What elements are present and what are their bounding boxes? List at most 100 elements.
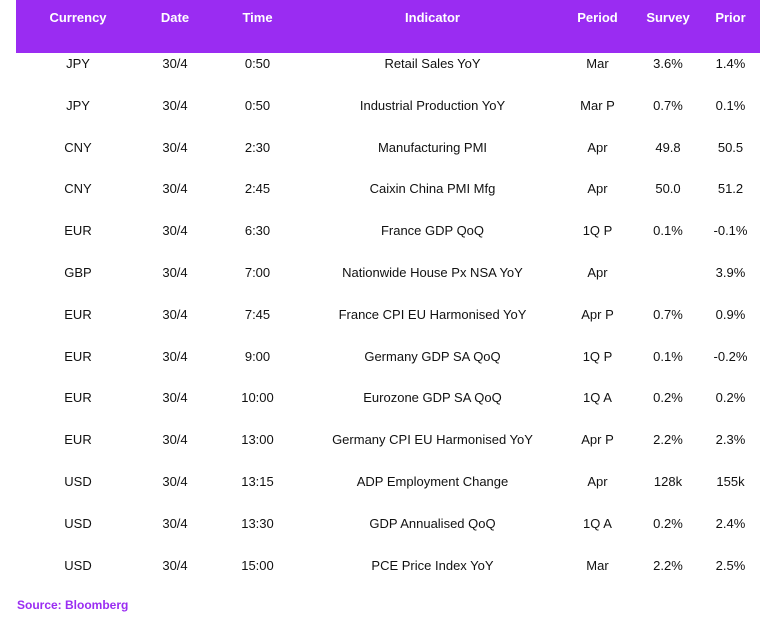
survey-cell: 3.6% [653,56,683,71]
prior-cell: 155k [716,473,745,489]
indicator-cell: France GDP QoQ [380,223,485,239]
survey-cell: 0.2% [653,515,683,531]
date-cell: 30/4 [162,557,188,573]
currency-cell: GBP [64,264,92,280]
table-row: USD 30/4 13:30 GDP Annualised QoQ 1Q A 0.2% 2.… [16,513,760,555]
date-cell: 30/4 [162,390,188,406]
period-cell: Apr P [581,306,614,322]
date-cell: 30/4 [162,432,188,448]
currency-cell: JPY [66,56,90,71]
prior-cell: -0.2% [713,348,748,364]
column-header-time: Time [242,10,273,25]
time-cell: 0:50 [244,97,271,113]
indicator-cell: Germany CPI EU Harmonised YoY [332,432,533,448]
currency-cell: JPY [66,97,90,113]
date-cell: 30/4 [162,139,188,155]
table-body: JPY 30/4 0:50 Retail Sales YoY Mar 3.6% 1.4% JP… [16,53,760,596]
survey-cell: 0.7% [653,97,683,113]
survey-cell: 2.2% [653,432,683,448]
survey-cell [635,262,701,304]
date-cell: 30/4 [162,348,188,364]
date-cell: 30/4 [162,306,188,322]
column-header-period: Period [577,10,618,25]
prior-cell: 1.4% [715,56,746,71]
currency-cell: EUR [64,348,92,364]
date-cell: 30/4 [162,181,188,197]
period-cell: 1Q P [582,223,613,239]
time-cell: 7:00 [244,264,271,280]
column-header-date: Date [160,10,190,25]
date-cell: 30/4 [162,264,188,280]
table-row: JPY 30/4 0:50 Retail Sales YoY Mar 3.6% 1.4% [16,53,760,95]
time-cell: 0:50 [244,56,271,71]
currency-cell: USD [64,515,92,531]
indicator-cell: ADP Employment Change [356,473,509,489]
economic-calendar-table: Currency Date Time Indicator Period Surv… [16,0,760,596]
date-cell: 30/4 [162,223,188,239]
table-row: EUR 30/4 13:00 Germany CPI EU Harmonised Yo… [16,429,760,471]
table-row: EUR 30/4 7:45 France CPI EU Harmonised YoY A… [16,304,760,346]
indicator-cell: Caixin China PMI Mfg [369,181,496,197]
prior-cell: 2.4% [715,515,746,531]
survey-cell: 49.8 [655,139,681,155]
currency-cell: EUR [64,223,92,239]
column-header-indicator: Indicator [405,10,460,25]
time-cell: 6:30 [244,223,271,239]
survey-cell: 0.1% [653,223,683,239]
table-row: EUR 30/4 6:30 France GDP QoQ 1Q P 0.1% -0.1% [16,220,760,262]
time-cell: 15:00 [241,557,274,573]
time-cell: 2:45 [244,181,271,197]
time-cell: 13:00 [241,432,274,448]
survey-cell: 50.0 [655,181,681,197]
period-cell: Mar [586,56,609,71]
currency-cell: USD [64,473,92,489]
prior-cell: 51.2 [717,181,744,197]
survey-cell: 2.2% [653,557,683,573]
table-row: USD 30/4 15:00 PCE Price Index YoY Mar 2.2% 2.… [16,555,760,597]
period-cell: Apr [587,264,608,280]
table-header: Currency Date Time Indicator Period Surv… [16,0,760,53]
time-cell: 7:45 [244,306,271,322]
indicator-cell: Manufacturing PMI [377,139,488,155]
time-cell: 10:00 [241,390,274,406]
period-cell: 1Q A [583,515,612,531]
currency-cell: CNY [64,139,92,155]
period-cell: 1Q A [583,390,612,406]
column-header-survey: Survey [646,10,690,25]
prior-cell: 3.9% [715,264,746,280]
indicator-cell: Nationwide House Px NSA YoY [342,264,523,280]
table-row: CNY 30/4 2:45 Caixin China PMI Mfg Apr 50.0 51… [16,178,760,220]
table-row: USD 30/4 13:15 ADP Employment Change Apr 128k… [16,471,760,513]
survey-cell: 0.2% [653,390,683,406]
prior-cell: 0.9% [715,306,746,322]
prior-cell: 0.1% [715,97,746,113]
indicator-cell: France CPI EU Harmonised YoY [338,306,527,322]
prior-cell: 2.5% [715,557,746,573]
indicator-cell: Eurozone GDP SA QoQ [363,390,502,406]
indicator-cell: Industrial Production YoY [359,97,506,113]
column-header-prior: Prior [715,10,746,25]
currency-cell: EUR [64,432,92,448]
period-cell: Apr P [581,432,614,448]
currency-cell: USD [64,557,92,573]
indicator-cell: Germany GDP SA QoQ [364,348,501,364]
date-cell: 30/4 [162,515,188,531]
date-cell: 30/4 [162,56,188,71]
period-cell: Mar P [580,97,615,113]
column-header-currency: Currency [49,10,107,25]
survey-cell: 0.1% [653,348,683,364]
table-row: EUR 30/4 9:00 Germany GDP SA QoQ 1Q P 0.1% -0.… [16,346,760,388]
time-cell: 9:00 [244,348,271,364]
period-cell: Mar [586,557,609,573]
time-cell: 13:15 [241,473,274,489]
prior-cell: 50.5 [717,139,744,155]
currency-cell: CNY [64,181,92,197]
table-row: GBP 30/4 7:00 Nationwide House Px NSA YoY Ap… [16,262,760,304]
table-row: EUR 30/4 10:00 Eurozone GDP SA QoQ 1Q A 0.2% 0… [16,387,760,429]
period-cell: Apr [587,139,608,155]
period-cell: 1Q P [582,348,613,364]
date-cell: 30/4 [162,473,188,489]
indicator-cell: GDP Annualised QoQ [369,515,496,531]
period-cell: Apr [587,473,608,489]
source-note: Source: Bloomberg [17,598,129,612]
